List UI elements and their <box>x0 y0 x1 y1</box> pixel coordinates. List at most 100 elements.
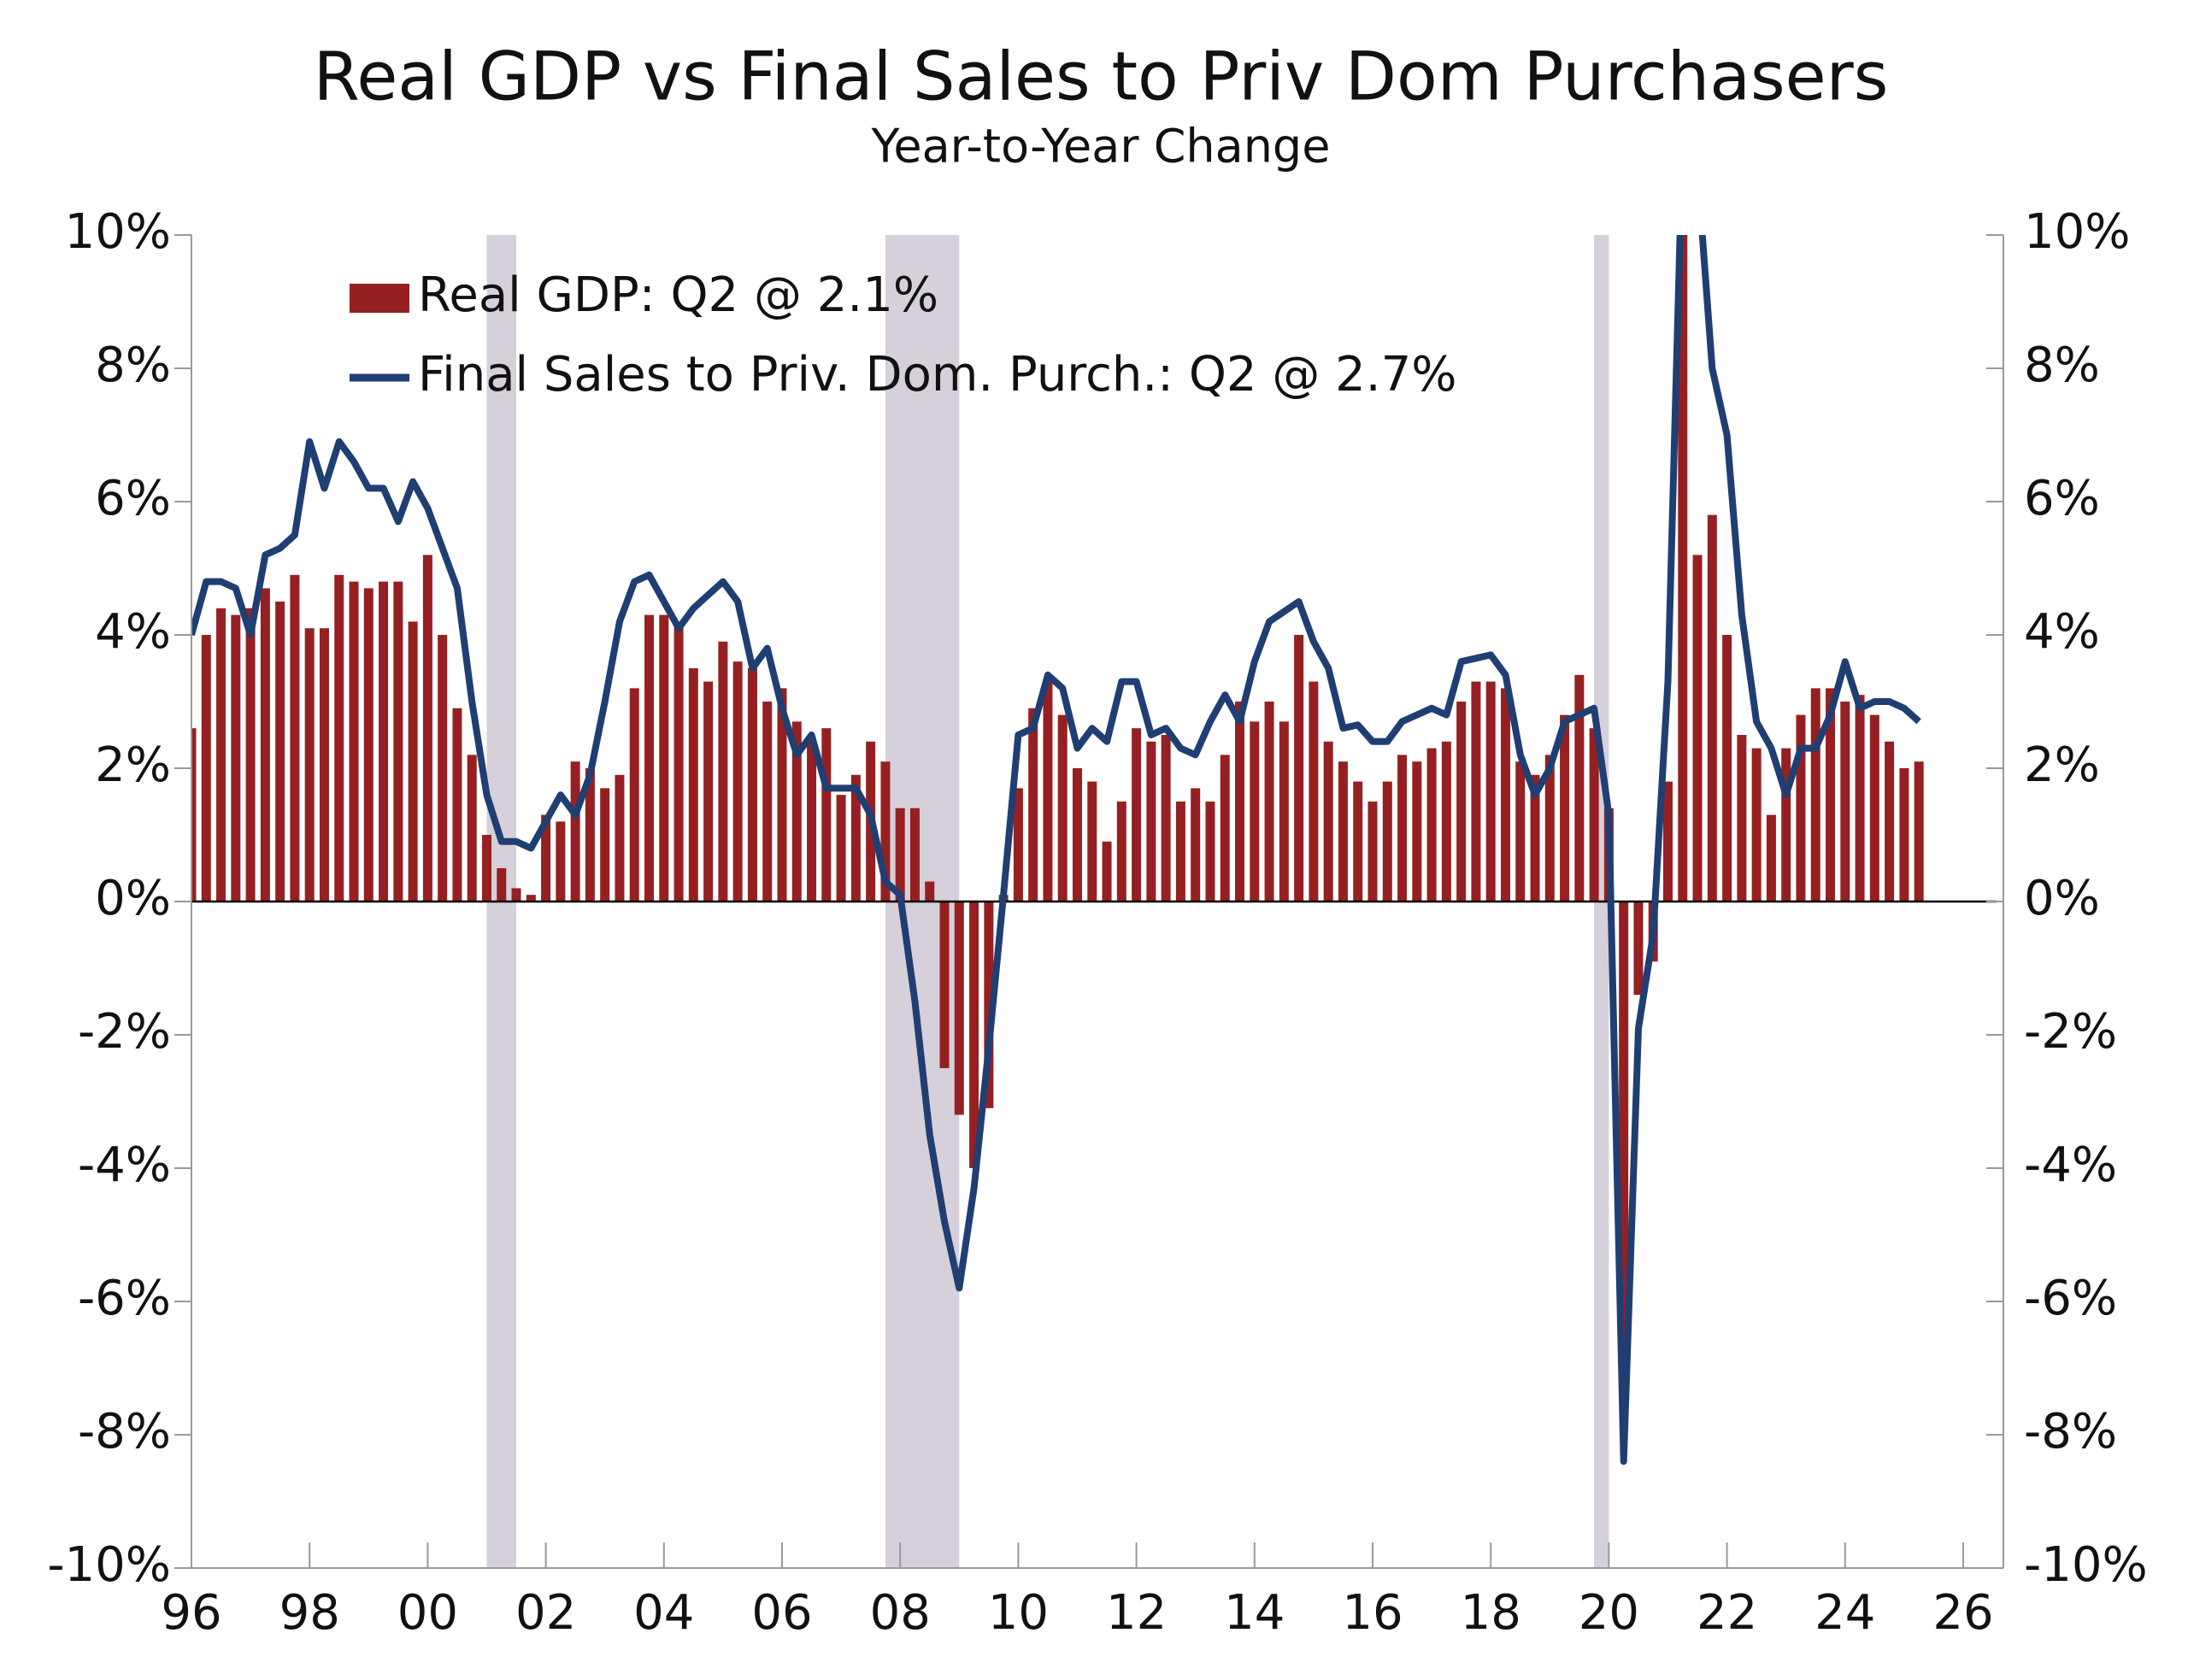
y-tick-label: 8% <box>95 338 171 393</box>
bar <box>334 574 344 902</box>
bar <box>1028 708 1038 902</box>
bar <box>821 728 832 902</box>
line <box>191 235 1921 1466</box>
bar <box>260 588 270 902</box>
bar <box>1737 735 1747 902</box>
y2-tick-label: -10% <box>2024 1537 2148 1593</box>
bar <box>1707 514 1717 902</box>
bar <box>1146 741 1156 902</box>
bar <box>275 602 285 902</box>
bar <box>290 574 300 902</box>
y2-tick-label: 2% <box>2024 737 2100 793</box>
bar <box>1574 674 1585 902</box>
x-tick-label: 22 <box>1697 1585 1757 1641</box>
bar <box>909 808 920 902</box>
bar <box>1397 755 1408 902</box>
bar <box>1633 902 1644 996</box>
y-tick-label: 10% <box>65 204 171 260</box>
bar <box>231 614 241 902</box>
bar <box>216 608 226 902</box>
x-tick-label: 06 <box>751 1585 812 1641</box>
bar <box>925 881 935 902</box>
bar <box>1116 802 1126 902</box>
bar <box>850 774 861 902</box>
bar <box>939 902 950 1068</box>
bar <box>1235 702 1245 902</box>
bar <box>570 761 580 902</box>
bar <box>1087 781 1097 902</box>
x-tick-label: 10 <box>988 1585 1049 1641</box>
bar <box>1485 681 1496 902</box>
bar <box>1279 721 1289 902</box>
bar <box>836 795 846 902</box>
y-tick-label: 6% <box>95 471 171 526</box>
bar <box>1810 688 1820 902</box>
y2-tick-label: 10% <box>2024 204 2130 260</box>
bar <box>1885 741 1895 902</box>
bar <box>1751 748 1762 902</box>
chart-subtitle: Year-to-Year Change <box>871 120 1331 173</box>
bar <box>1456 702 1467 902</box>
y2-tick-label: -8% <box>2024 1404 2117 1460</box>
bar <box>349 581 359 902</box>
bar <box>1175 802 1185 902</box>
bar <box>1692 555 1703 902</box>
bar <box>482 835 491 902</box>
bar <box>673 621 684 902</box>
bar <box>1220 755 1230 902</box>
bar <box>1678 235 1688 902</box>
bar <box>438 635 448 902</box>
bar <box>644 614 655 902</box>
bar <box>379 581 389 902</box>
bar <box>1530 774 1540 902</box>
bar <box>1914 761 1924 902</box>
bar <box>1722 635 1732 902</box>
bar <box>1766 814 1776 902</box>
bar <box>541 814 551 902</box>
bar <box>1500 688 1510 902</box>
bar <box>1826 688 1836 902</box>
bar <box>245 608 256 902</box>
y-tick-label: -8% <box>78 1404 171 1460</box>
bar <box>467 755 477 902</box>
bar <box>1073 768 1082 902</box>
bar <box>1426 748 1437 902</box>
bar <box>452 708 462 902</box>
bar <box>408 621 418 902</box>
x-tick-label: 24 <box>1815 1585 1875 1641</box>
legend-swatch <box>350 284 409 313</box>
x-tick-label: 98 <box>279 1585 340 1641</box>
y2-tick-label: 4% <box>2024 604 2100 660</box>
legend-label: Final Sales to Priv. Dom. Purch.: Q2 @ 2… <box>418 347 1456 402</box>
bar <box>880 761 891 902</box>
bar <box>1013 788 1023 902</box>
bar <box>600 788 610 902</box>
y-tick-label: 4% <box>95 604 171 660</box>
bar <box>1102 841 1112 902</box>
legend-label: Real GDP: Q2 @ 2.1% <box>418 267 938 323</box>
x-tick-label: 08 <box>870 1585 931 1641</box>
bar <box>511 888 521 902</box>
bar <box>1353 781 1363 902</box>
bar <box>1205 802 1215 902</box>
bar <box>807 741 817 902</box>
bar <box>526 895 536 902</box>
bar <box>1043 681 1053 902</box>
plot-area <box>191 235 1997 1466</box>
bar <box>422 555 432 902</box>
bar <box>1840 702 1850 902</box>
bar <box>1057 714 1068 902</box>
bar <box>363 588 373 902</box>
y-tick-label: 2% <box>95 737 171 793</box>
bar <box>688 668 698 902</box>
bar <box>1899 768 1909 902</box>
bar <box>703 681 714 902</box>
bar <box>895 808 905 902</box>
x-tick-label: 96 <box>161 1585 221 1641</box>
y2-tick-label: -4% <box>2024 1137 2117 1193</box>
x-tick-label: 00 <box>397 1585 458 1641</box>
bar <box>954 902 964 1115</box>
bar <box>191 728 197 902</box>
bar <box>1796 714 1806 902</box>
